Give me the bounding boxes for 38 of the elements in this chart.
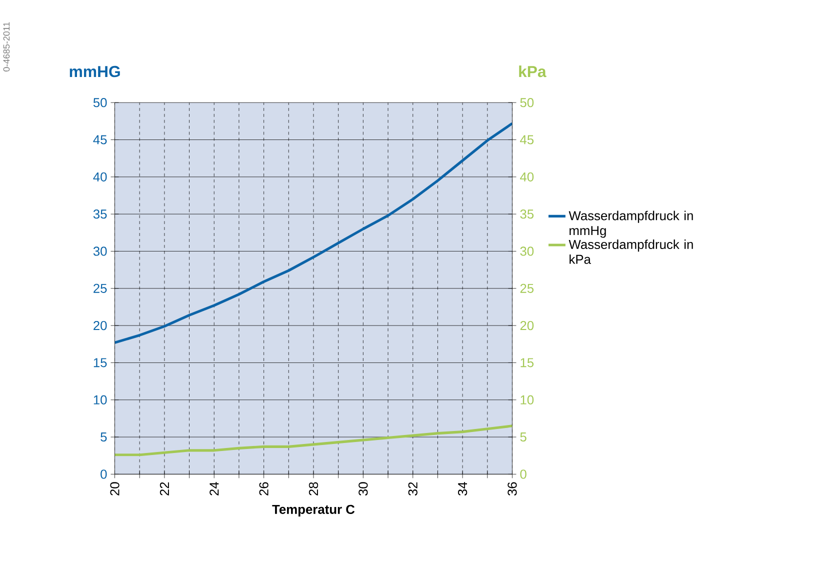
y2-tick-label: 35	[520, 210, 534, 219]
y2-tick-label: 15	[520, 358, 534, 368]
y2-tick-label: 0	[520, 470, 526, 479]
y2-tick-label: 20	[520, 321, 534, 330]
text: 0-4685-2011	[3, 22, 10, 72]
x-tick-label: 28	[308, 482, 318, 496]
y-tick-label: 50	[93, 98, 107, 108]
x-tick-label: 36	[508, 482, 517, 496]
x-tick-label: 26	[259, 482, 268, 496]
x-axis-title: Temperatur C	[272, 504, 355, 517]
y2-tick-label: 25	[520, 284, 534, 294]
y2-tick-label: 5	[520, 432, 526, 442]
x-tick-label: 24	[210, 482, 219, 496]
y2-tick-label: 40	[520, 172, 534, 182]
y-tick-label: 5	[100, 432, 107, 442]
y-tick-label: 20	[94, 321, 107, 330]
x-tick-label: 20	[110, 482, 120, 496]
y-tick-label: 30	[93, 246, 107, 256]
y2-tick-label: 30	[520, 246, 534, 256]
y-axis-title: mmHG	[70, 66, 120, 78]
y-tick-label: 35	[93, 210, 107, 219]
y-tick-label: 40	[93, 172, 107, 182]
y-tick-label: 15	[94, 358, 107, 368]
x-tick-label: 34	[458, 482, 468, 496]
y-tick-label: 10	[94, 395, 107, 405]
y2-tick-label: 50	[520, 98, 534, 108]
legend-label: Wasserdampfdruck in kPa	[568, 240, 693, 264]
y2-axis-title: kPa	[519, 66, 546, 78]
x-tick-label: 30	[358, 482, 368, 496]
legend-label: Wasserdampfdruck in mmHg	[568, 210, 693, 238]
y-tick-label: 25	[94, 284, 107, 294]
y-tick-label: 45	[93, 135, 107, 144]
line-series	[114, 122, 512, 344]
y2-tick-label: 10	[520, 395, 534, 405]
x-tick-label: 32	[408, 482, 418, 496]
y-tick-label: 0	[100, 470, 107, 479]
y2-tick-label: 45	[520, 135, 534, 144]
x-tick-label: 22	[160, 482, 169, 496]
